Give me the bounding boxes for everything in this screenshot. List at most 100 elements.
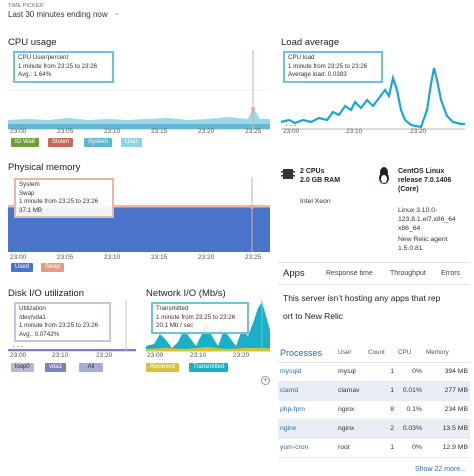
cpu-tick: 23:25 [245, 128, 262, 135]
network-tick: 23:10 [190, 352, 207, 359]
disk-tooltip-series: Utilization [19, 305, 46, 312]
disk-tick: 23:00 [10, 352, 27, 359]
load-tooltip-value: Average load: 0.0383 [288, 71, 347, 78]
load-average-chart[interactable] [280, 50, 465, 130]
legend-all[interactable]: All [79, 363, 103, 372]
process-user: mysql [336, 362, 366, 382]
memory-tick: 23:00 [10, 254, 27, 261]
process-name[interactable]: php-fpm [278, 400, 336, 420]
column-count[interactable]: Count [366, 344, 396, 363]
legend-system[interactable]: System [84, 138, 113, 147]
memory-tick: 23:20 [198, 254, 215, 261]
network-io-title: Network I/O (Mb/s) [146, 288, 226, 299]
table-row[interactable]: clamd clamav 1 0.01% 277 MB [278, 381, 470, 401]
cpu-tooltip: CPU User/percent 1 minute from 23:25 to … [13, 51, 114, 83]
legend-transmitted[interactable]: Transmitted [189, 363, 229, 372]
cpu-tick: 23:15 [151, 128, 168, 135]
process-count: 2 [366, 419, 396, 439]
cpu-usage-chart[interactable] [8, 50, 270, 130]
time-picker-value[interactable]: Last 30 minutes ending now [8, 10, 108, 19]
legend-used[interactable]: Used [11, 263, 34, 272]
more-dots-icon[interactable]: ··· [12, 341, 25, 352]
process-count: 1 [366, 438, 396, 458]
memory-tooltip-range: 1 minute from 23:25 to 23:26 [19, 198, 99, 205]
network-tooltip: Transmitted 1 minute from 23:25 to 23:26… [151, 302, 249, 334]
process-name[interactable]: nginx [278, 419, 336, 439]
column-cpu[interactable]: CPU [396, 344, 424, 363]
chevron-down-icon[interactable]: ⌄ [114, 10, 120, 17]
disk-io-chart[interactable] [8, 300, 136, 352]
table-row[interactable]: mysqld mysql 1 0% 394 MB [278, 362, 470, 382]
processes-title[interactable]: Processes [278, 344, 336, 363]
memory-tooltip: System Swap 1 minute from 23:25 to 23:26… [14, 178, 114, 218]
process-memory: 394 MB [424, 362, 470, 382]
legend-received[interactable]: Received [146, 363, 180, 372]
cpu-tick: 23:05 [57, 128, 74, 135]
process-memory: 234 MB [424, 400, 470, 420]
server-os-name: CentOS Linux [398, 168, 445, 175]
process-user: nginx [336, 419, 366, 439]
process-memory: 12.9 MB [424, 438, 470, 458]
process-cpu: 0% [396, 362, 424, 382]
legend-swap[interactable]: Swap [41, 263, 65, 272]
column-user[interactable]: User [336, 344, 366, 363]
cpu-tick: 23:10 [104, 128, 121, 135]
process-user: root [336, 438, 366, 458]
process-user: nginx [336, 400, 366, 420]
network-io-chart[interactable] [146, 300, 270, 352]
linux-penguin-icon [379, 167, 389, 184]
cpu-tick: 23:20 [198, 128, 215, 135]
tab-throughput[interactable]: Throughput [390, 270, 426, 277]
apps-empty-message-2: ort to New Relic [283, 311, 343, 321]
more-dots-icon[interactable]: ··· [12, 240, 25, 251]
network-tick: 23:20 [233, 352, 250, 359]
process-name[interactable]: mysqld [278, 362, 336, 382]
show-more-link[interactable]: Show 22 more... [415, 466, 466, 473]
cpu-tick: 23:00 [10, 128, 27, 135]
legend-stolen[interactable]: Stolen [48, 138, 74, 147]
load-tooltip: CPU load 1 minute from 23:25 to 23:26 Av… [283, 51, 383, 83]
column-memory[interactable]: Memory [424, 344, 470, 363]
load-tooltip-range: 1 minute from 23:25 to 23:26 [288, 62, 368, 70]
process-cpu: 0.1% [396, 400, 424, 420]
disk-io-title: Disk I/O utilization [8, 288, 85, 299]
legend-vda1[interactable]: vda1 [45, 363, 67, 372]
tab-errors[interactable]: Errors [441, 270, 461, 277]
cpu-tooltip-range: 1 minute from 23:25 to 23:26 [18, 62, 98, 70]
process-user: clamav [336, 381, 366, 401]
process-count: 1 [366, 362, 396, 382]
apps-title: Apps [283, 268, 305, 279]
process-name[interactable]: clamd [278, 381, 336, 401]
disk-tick: 23:10 [52, 352, 69, 359]
processes-table: Processes User Count CPU Memory mysqld m… [278, 344, 470, 458]
memory-tooltip-series-2: Swap [19, 189, 35, 197]
network-tooltip-value: 20.1 Mb / sec [156, 322, 194, 329]
chip-icon [281, 169, 295, 179]
more-dots-icon[interactable]: ··· [285, 120, 298, 131]
time-picker-label: TIME PICKER: [8, 3, 45, 9]
network-tick: 23:00 [147, 352, 164, 359]
load-tick: 23:20 [410, 128, 427, 135]
legend-loop0[interactable]: loop0 [11, 363, 34, 372]
process-count: 8 [366, 400, 396, 420]
table-row[interactable]: php-fpm nginx 8 0.1% 234 MB [278, 400, 470, 420]
table-row[interactable]: nginx nginx 2 0.03% 13.5 MB [278, 419, 470, 439]
process-cpu: 0.03% [396, 419, 424, 439]
disk-tick: 23:20 [96, 352, 113, 359]
table-row[interactable]: yum-cron root 1 0% 12.9 MB [278, 438, 470, 458]
more-dots-icon[interactable]: ··· [149, 341, 162, 352]
physical-memory-title: Physical memory [8, 162, 81, 173]
cpu-tooltip-series: CPU User/percent [18, 54, 69, 61]
expand-plus-icon[interactable]: + [261, 376, 270, 385]
process-memory: 277 MB [424, 381, 470, 401]
legend-io-wait[interactable]: IO Wait [11, 138, 39, 147]
process-count: 1 [366, 381, 396, 401]
legend-user[interactable]: User [121, 138, 142, 147]
processes-header-row: Processes User Count CPU Memory [278, 344, 470, 363]
load-tooltip-series: CPU load [288, 54, 315, 61]
tab-response-time[interactable]: Response time [326, 270, 373, 277]
server-agent-1: New Relic agent [398, 236, 448, 243]
process-name[interactable]: yum-cron [278, 438, 336, 458]
more-dots-icon[interactable]: ··· [12, 120, 25, 131]
memory-tick: 23:05 [57, 254, 74, 261]
